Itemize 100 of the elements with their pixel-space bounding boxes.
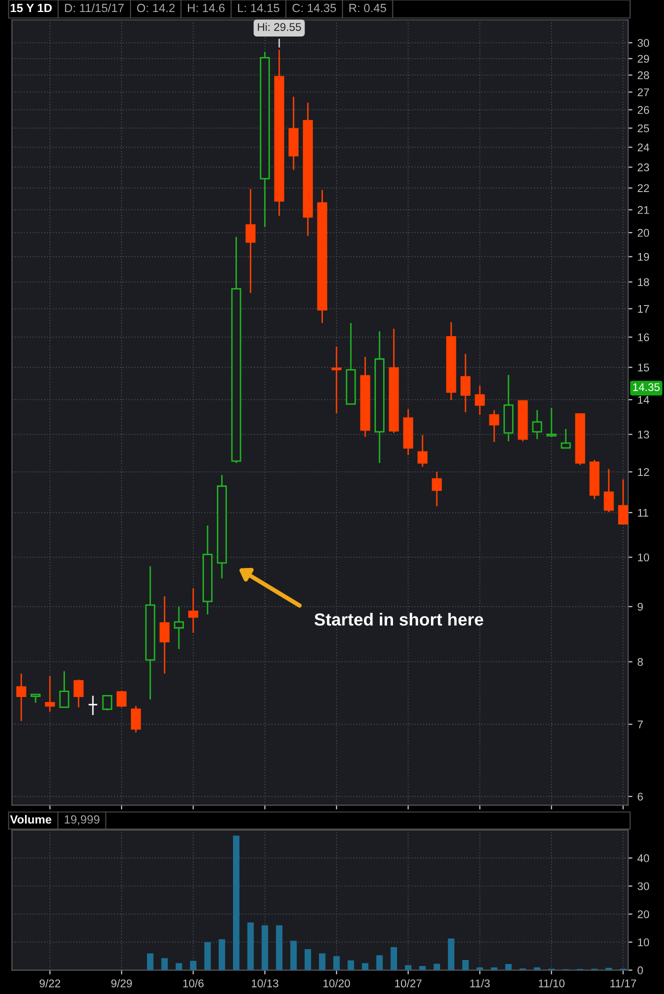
bar bbox=[390, 947, 398, 970]
y-tick-label: 13 bbox=[638, 430, 650, 439]
x-tick-label: 10/6 bbox=[183, 979, 204, 988]
candlestick bbox=[432, 471, 442, 507]
bar bbox=[304, 949, 312, 970]
bar bbox=[247, 922, 254, 970]
candlestick bbox=[160, 596, 170, 674]
candlestick bbox=[246, 188, 256, 294]
candlestick bbox=[546, 407, 556, 438]
candlestick bbox=[560, 428, 571, 449]
bar bbox=[161, 958, 168, 970]
candlestick bbox=[44, 675, 55, 712]
y-tick-label: 7 bbox=[638, 720, 643, 728]
annotation: Hi: 29.55 bbox=[258, 22, 301, 31]
y-tick-label: 28 bbox=[638, 71, 650, 80]
y-tick-label: 26 bbox=[638, 106, 650, 114]
y-tick-label: 9 bbox=[638, 602, 643, 611]
bar bbox=[434, 964, 440, 970]
bar bbox=[348, 960, 354, 970]
candlestick bbox=[460, 353, 470, 413]
bar bbox=[490, 967, 498, 970]
bar bbox=[190, 960, 196, 970]
bar bbox=[318, 953, 326, 970]
y-tick-label: 24 bbox=[638, 144, 650, 152]
text: R: 0.45 bbox=[349, 4, 386, 12]
bar bbox=[276, 925, 282, 970]
candlestick bbox=[474, 385, 485, 416]
x-tick-label: 9/22 bbox=[40, 979, 60, 988]
bar bbox=[232, 836, 240, 970]
candlestick bbox=[332, 346, 342, 414]
y-tick-label: 29 bbox=[638, 54, 650, 63]
candlestick bbox=[532, 409, 542, 440]
y-tick-label: 11 bbox=[638, 508, 648, 517]
bar bbox=[534, 967, 540, 970]
chart-title: Volume bbox=[10, 815, 52, 824]
y-tick-label: 30 bbox=[638, 38, 650, 47]
bar bbox=[176, 963, 182, 970]
candlestick bbox=[59, 670, 70, 708]
y-tick-label: 40 bbox=[637, 854, 650, 862]
candlestick bbox=[88, 695, 98, 716]
y-tick-label: 19 bbox=[638, 252, 650, 261]
candlestick bbox=[174, 606, 184, 650]
candlestick bbox=[74, 678, 84, 708]
annotation: 14.35 bbox=[633, 383, 660, 392]
x-tick-label: 10/27 bbox=[395, 979, 422, 988]
candlestick bbox=[188, 588, 198, 634]
y-tick-label: 12 bbox=[638, 468, 649, 476]
candlestick bbox=[16, 672, 26, 722]
bar bbox=[362, 963, 368, 970]
y-tick-label: 10 bbox=[638, 554, 650, 562]
bar bbox=[462, 960, 469, 970]
chart-title: 15 Y 1D bbox=[10, 4, 52, 12]
text: H: 14.6 bbox=[188, 4, 225, 12]
candlestick bbox=[604, 468, 614, 513]
candlestick bbox=[489, 409, 500, 443]
y-tick-label: 22 bbox=[638, 184, 649, 192]
bar bbox=[262, 925, 268, 970]
candlestick bbox=[130, 705, 141, 734]
text: D: 11/15/17 bbox=[65, 4, 124, 12]
bar bbox=[606, 968, 612, 970]
bar bbox=[147, 953, 154, 970]
text: C: 14.35 bbox=[292, 4, 336, 12]
text: L: 14.15 bbox=[238, 4, 280, 12]
y-tick-label: 18 bbox=[638, 278, 650, 286]
y-tick-label: 16 bbox=[638, 333, 650, 342]
y-tick-label: 25 bbox=[638, 124, 650, 132]
x-tick-label: 11/3 bbox=[470, 979, 490, 988]
y-tick-label: 20 bbox=[638, 910, 650, 918]
x-tick-label: 11/17 bbox=[610, 979, 636, 988]
y-tick-label: 15 bbox=[638, 364, 650, 372]
candlestick bbox=[102, 695, 112, 712]
y-tick-label: 27 bbox=[638, 88, 649, 96]
annotation: Started in short here bbox=[314, 612, 484, 626]
bar bbox=[476, 967, 484, 970]
bar bbox=[218, 939, 226, 970]
bar bbox=[204, 942, 211, 970]
y-tick-label: 21 bbox=[638, 206, 649, 214]
x-tick-label: 10/13 bbox=[252, 979, 278, 988]
y-tick-label: 20 bbox=[638, 228, 650, 237]
y-tick-label: 8 bbox=[638, 658, 643, 666]
bar bbox=[376, 955, 383, 970]
text: 19,999 bbox=[64, 815, 100, 826]
candlestick bbox=[418, 434, 428, 468]
y-tick-label: 17 bbox=[638, 305, 649, 313]
bar bbox=[404, 965, 412, 970]
y-tick-label: 14 bbox=[638, 396, 650, 404]
y-tick-label: 10 bbox=[638, 938, 650, 946]
y-tick-label: 23 bbox=[638, 163, 650, 172]
bar bbox=[448, 938, 454, 970]
y-tick-label: 30 bbox=[638, 882, 650, 890]
text: O: 14.2 bbox=[137, 4, 175, 12]
candlestick bbox=[116, 690, 127, 708]
x-tick-label: 9/29 bbox=[111, 979, 132, 988]
x-tick-label: 10/20 bbox=[323, 979, 350, 988]
bar bbox=[505, 964, 512, 970]
bar bbox=[333, 956, 340, 970]
y-tick-label: 6 bbox=[638, 792, 643, 801]
y-tick-label: 0 bbox=[638, 966, 643, 974]
x-tick-label: 11/10 bbox=[538, 979, 565, 988]
bar bbox=[290, 940, 297, 970]
